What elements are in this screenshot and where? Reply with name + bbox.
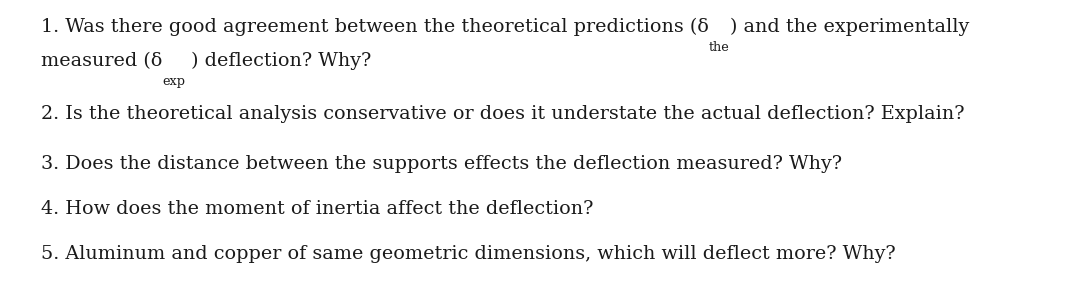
Text: 3. Does the distance between the supports effects the deflection measured? Why?: 3. Does the distance between the support… xyxy=(41,155,842,173)
Text: 2. Is the theoretical analysis conservative or does it understate the actual def: 2. Is the theoretical analysis conservat… xyxy=(41,105,964,123)
Text: 4. How does the moment of inertia affect the deflection?: 4. How does the moment of inertia affect… xyxy=(41,200,593,218)
Text: ) and the experimentally: ) and the experimentally xyxy=(730,18,969,36)
Text: 1. Was there good agreement between the theoretical predictions (δ: 1. Was there good agreement between the … xyxy=(41,18,708,36)
Text: the: the xyxy=(708,41,730,54)
Text: measured (δ: measured (δ xyxy=(41,52,162,70)
Text: exp: exp xyxy=(162,75,186,88)
Text: 5. Aluminum and copper of same geometric dimensions, which will deflect more? Wh: 5. Aluminum and copper of same geometric… xyxy=(41,245,895,263)
Text: ) deflection? Why?: ) deflection? Why? xyxy=(186,52,372,70)
